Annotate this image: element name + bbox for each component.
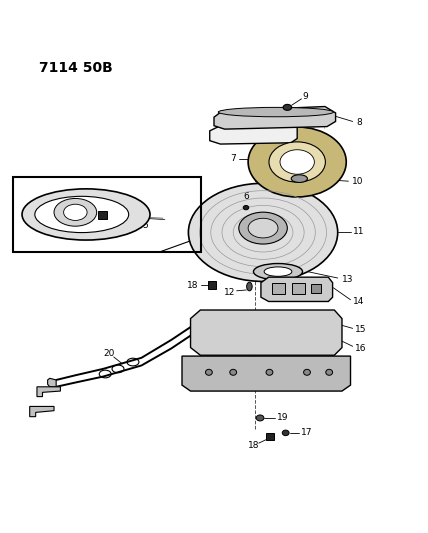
Text: 13: 13 (342, 275, 353, 284)
Text: 11: 11 (353, 227, 365, 236)
Text: 19: 19 (276, 414, 288, 423)
Polygon shape (210, 124, 297, 144)
Ellipse shape (205, 369, 212, 375)
Ellipse shape (264, 267, 292, 276)
Ellipse shape (269, 142, 325, 182)
Ellipse shape (230, 369, 237, 375)
Text: 9: 9 (303, 92, 309, 101)
Text: 12: 12 (224, 288, 235, 296)
Text: 10: 10 (352, 176, 364, 185)
Text: 18: 18 (187, 281, 199, 290)
Text: 6: 6 (243, 192, 249, 201)
Text: 20: 20 (104, 350, 115, 359)
Polygon shape (37, 387, 60, 397)
Text: 7114 50B: 7114 50B (39, 61, 113, 75)
Ellipse shape (248, 219, 278, 238)
Text: 14: 14 (353, 297, 364, 306)
Ellipse shape (247, 282, 252, 291)
Text: 17: 17 (301, 429, 313, 438)
Ellipse shape (22, 189, 150, 240)
Text: 16: 16 (354, 344, 366, 353)
Polygon shape (190, 310, 342, 355)
Polygon shape (182, 356, 351, 391)
Text: 5: 5 (142, 221, 148, 230)
Ellipse shape (282, 430, 289, 435)
Ellipse shape (188, 183, 338, 281)
Ellipse shape (280, 150, 314, 174)
Polygon shape (48, 378, 56, 387)
Bar (272, 282, 285, 294)
Text: 3: 3 (100, 205, 106, 214)
Bar (311, 284, 321, 293)
Ellipse shape (256, 415, 264, 421)
Polygon shape (30, 407, 54, 417)
Text: 4: 4 (108, 212, 113, 221)
Bar (208, 281, 216, 289)
Ellipse shape (283, 104, 291, 110)
Ellipse shape (239, 212, 287, 244)
Bar (98, 211, 107, 219)
Ellipse shape (253, 263, 303, 280)
Ellipse shape (303, 369, 310, 375)
Bar (266, 433, 274, 440)
Text: 18: 18 (248, 441, 260, 450)
Text: 7: 7 (230, 154, 236, 163)
Ellipse shape (291, 175, 307, 182)
Polygon shape (261, 277, 333, 302)
Ellipse shape (54, 198, 97, 226)
Ellipse shape (35, 196, 129, 232)
Text: 1: 1 (30, 216, 36, 225)
Ellipse shape (218, 107, 333, 117)
Ellipse shape (64, 204, 87, 221)
Polygon shape (214, 107, 336, 129)
Ellipse shape (266, 369, 273, 375)
Ellipse shape (248, 127, 346, 197)
Text: 8: 8 (356, 118, 362, 127)
Bar (14, 177, 201, 252)
Text: 15: 15 (354, 325, 366, 334)
Bar (291, 282, 305, 294)
Ellipse shape (243, 206, 249, 210)
Ellipse shape (326, 369, 333, 375)
Text: 2: 2 (81, 200, 87, 209)
